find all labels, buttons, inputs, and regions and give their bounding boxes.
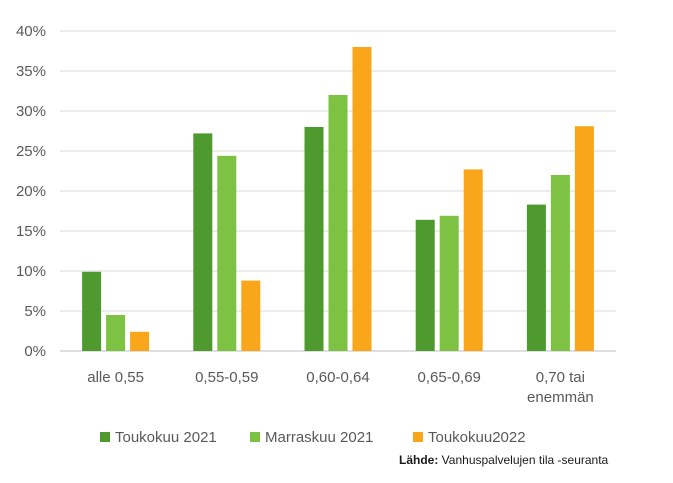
bar bbox=[550, 175, 570, 351]
x-category-label: 0,70 tai bbox=[536, 369, 585, 386]
legend-swatch bbox=[250, 432, 260, 442]
bar bbox=[106, 315, 126, 351]
bar bbox=[526, 204, 546, 351]
bar bbox=[439, 215, 459, 351]
source-label: Lähde: bbox=[399, 453, 438, 467]
bar bbox=[574, 126, 594, 351]
y-tick-label: 40% bbox=[16, 23, 46, 40]
source-note: Lähde: Vanhuspalvelujen tila -seuranta bbox=[399, 453, 609, 467]
y-tick-label: 35% bbox=[16, 63, 46, 80]
y-tick-label: 25% bbox=[16, 143, 46, 160]
y-tick-label: 30% bbox=[16, 103, 46, 120]
bar bbox=[193, 133, 213, 351]
x-category-label: 0,60-0,64 bbox=[306, 369, 369, 386]
y-tick-label: 0% bbox=[24, 343, 46, 360]
bar bbox=[463, 169, 483, 351]
source-text: Vanhuspalvelujen tila -seuranta bbox=[438, 453, 608, 467]
bar bbox=[328, 95, 348, 351]
bar bbox=[415, 219, 435, 351]
legend-swatch bbox=[413, 432, 423, 442]
bars bbox=[82, 47, 594, 351]
x-axis-categories: alle 0,55 0,55-0,59 0,60-0,64 0,65-0,69 0,70… bbox=[87, 369, 594, 406]
bar bbox=[304, 127, 324, 351]
legend-label: Toukokuu 2021 bbox=[115, 429, 217, 446]
legend-label: Marraskuu 2021 bbox=[265, 429, 373, 446]
x-category-label: alle 0,55 bbox=[87, 369, 144, 386]
bar bbox=[241, 280, 261, 351]
bar bbox=[217, 155, 237, 351]
bar bbox=[352, 47, 372, 351]
y-tick-label: 5% bbox=[24, 303, 46, 320]
legend-swatch bbox=[100, 432, 110, 442]
bar bbox=[82, 271, 102, 351]
y-tick-label: 15% bbox=[16, 223, 46, 240]
y-tick-label: 20% bbox=[16, 183, 46, 200]
legend-label: Toukokuu2022 bbox=[428, 429, 526, 446]
bar bbox=[130, 331, 150, 351]
legend: Toukokuu 2021 Marraskuu 2021 Toukokuu2022 bbox=[100, 429, 526, 446]
x-category-label: 0,65-0,69 bbox=[418, 369, 481, 386]
x-category-label: enemmän bbox=[527, 389, 594, 406]
x-category-label: 0,55-0,59 bbox=[195, 369, 258, 386]
y-tick-label: 10% bbox=[16, 263, 46, 280]
y-axis-ticks: 0% 5% 10% 15% 20% 25% 30% 35% 40% bbox=[16, 23, 46, 360]
